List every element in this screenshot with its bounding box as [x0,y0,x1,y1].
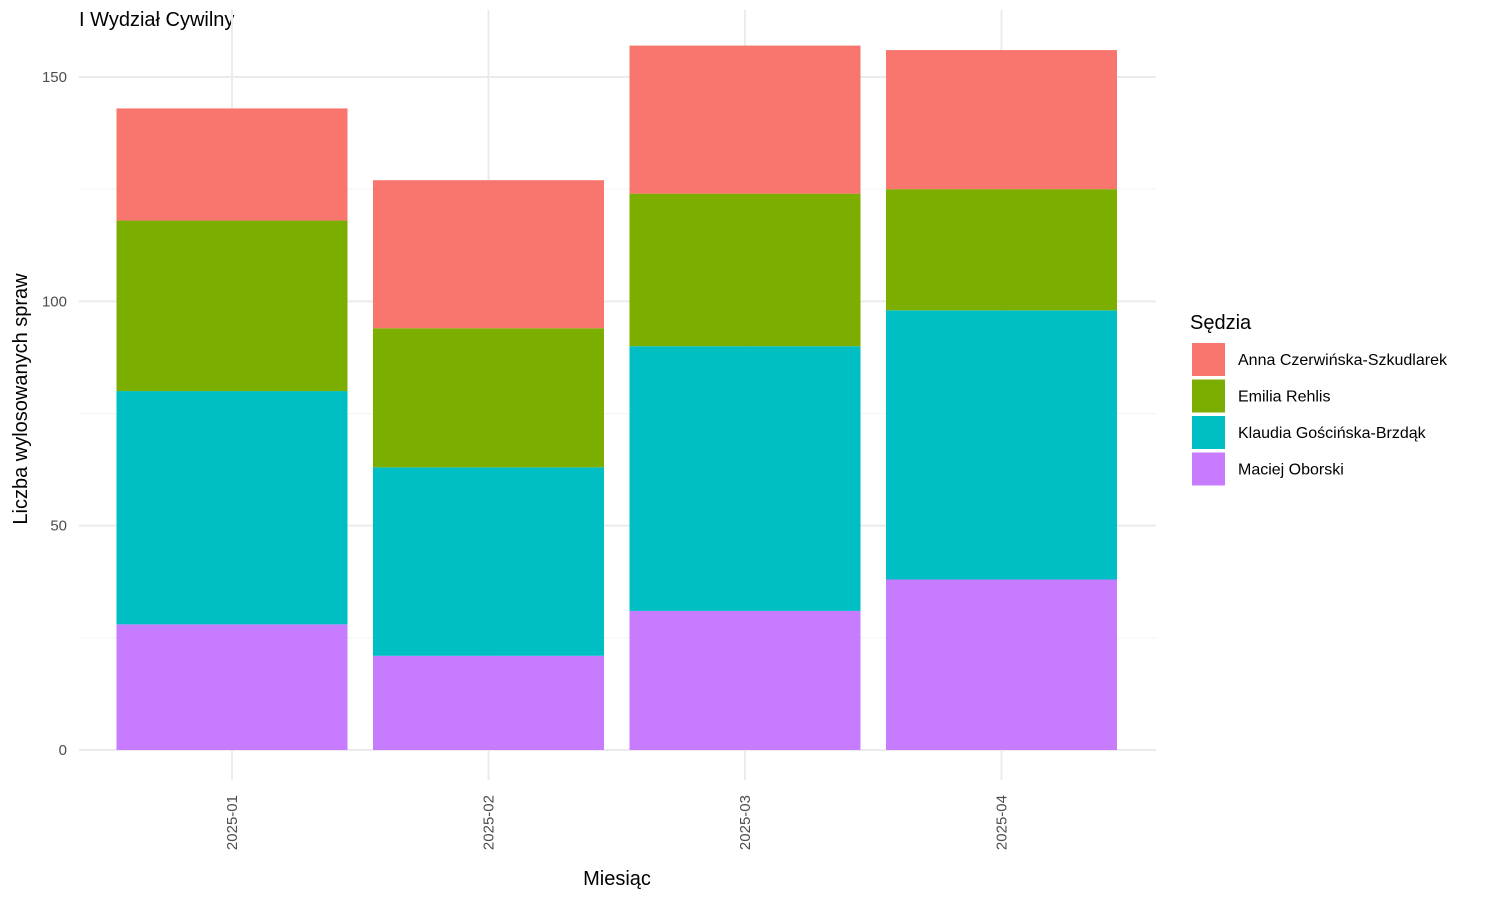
legend-label: Anna Czerwińska-Szkudlarek [1238,352,1448,369]
bar-segment [373,655,604,750]
y-axis-title: Liczba wylosowanych spraw [10,273,32,525]
y-tick-label: 150 [42,69,67,86]
chart-title: I Wydział Cywilny [79,9,234,31]
x-axis-ticks: 2025-01 2025-02 2025-03 2025-04 [224,795,1011,850]
bar-segment [116,220,348,392]
x-axis-title: Miesiąc [583,868,651,890]
legend-label: Klaudia Gościńska-Brzdąk [1238,425,1427,442]
bar-segment [116,391,348,625]
legend-swatch [1192,379,1225,413]
bar-segment [629,610,861,750]
bar-segment [116,624,348,750]
bar-segment [116,108,348,221]
bar-segment [886,579,1117,750]
legend: Sędzia Anna Czerwińska-Szkudlarek Emilia … [1190,312,1448,486]
legend-title: Sędzia [1190,312,1252,334]
bar-segment [373,180,604,329]
bar-segment [373,467,604,656]
bars [116,45,1117,750]
bar-segment [886,50,1117,190]
x-tick-label: 2025-03 [737,795,754,850]
x-tick-label: 2025-02 [481,795,498,850]
x-tick-label: 2025-01 [224,795,241,850]
legend-swatch [1192,416,1225,449]
y-tick-label: 100 [42,293,67,310]
y-tick-label: 50 [50,518,67,535]
legend-swatch [1192,343,1225,376]
legend-label: Maciej Oborski [1238,462,1344,479]
legend-label: Emilia Rehlis [1238,389,1330,406]
bar-segment [373,328,604,468]
y-axis-ticks: 0 50 100 150 [42,69,67,759]
y-tick-label: 0 [59,742,67,759]
bar-segment [629,346,861,611]
bar-segment [629,193,861,347]
legend-swatch [1192,452,1225,486]
bar-segment [886,310,1117,580]
bar-segment [629,45,861,194]
x-tick-label: 2025-04 [994,795,1011,850]
bar-segment [886,189,1117,311]
